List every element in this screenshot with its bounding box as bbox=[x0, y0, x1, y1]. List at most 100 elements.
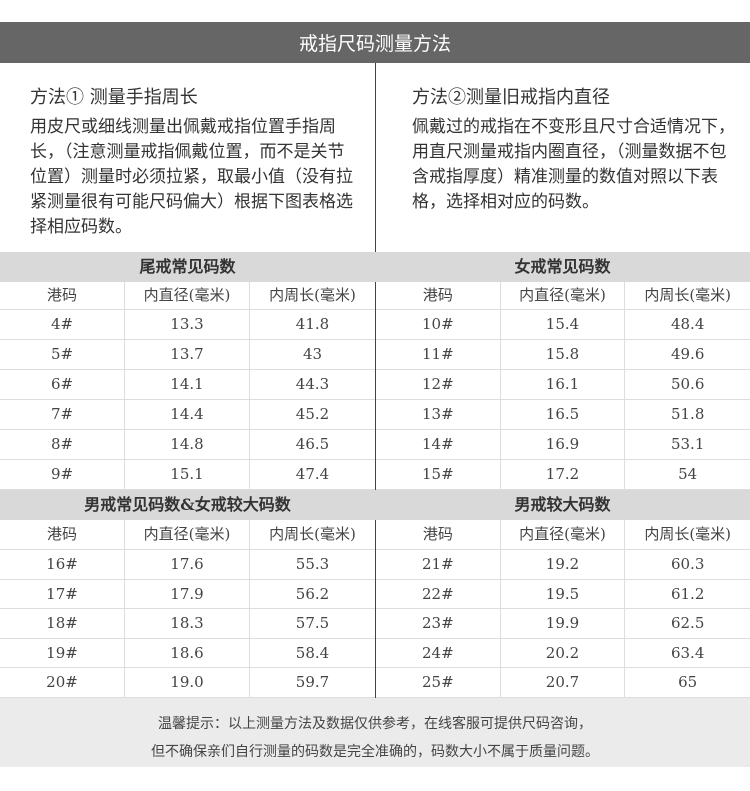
table-cell: 45.2 bbox=[295, 405, 330, 423]
table-row: 17# 17.9 56.2 bbox=[0, 579, 375, 610]
table-cell: 44.3 bbox=[295, 375, 330, 393]
table-title: 男戒常见码数&女戒较大码数 bbox=[84, 495, 291, 514]
header-row: 港码 内直径(毫米) 内周长(毫米) bbox=[376, 520, 750, 550]
table-cell: 56.2 bbox=[295, 584, 330, 603]
table-row: 22# 19.5 61.2 bbox=[376, 579, 750, 610]
methods-section: 方法① 测量手指周长 用皮尺或细线测量出佩戴戒指位置手指周长，（注意测量戒指佩戴… bbox=[0, 63, 750, 252]
table-row: 7# 14.4 45.2 bbox=[0, 400, 375, 430]
table-row: 24# 20.2 63.4 bbox=[376, 638, 750, 669]
table-cell: 18.3 bbox=[124, 609, 250, 638]
table-cell: 49.6 bbox=[670, 345, 705, 363]
table-cell: 53.1 bbox=[670, 435, 705, 453]
table-cell: 58.4 bbox=[295, 643, 330, 662]
table-row: 4# 13.3 41.8 bbox=[0, 310, 375, 340]
table-cell: 60.3 bbox=[670, 555, 705, 573]
table-cell: 41.8 bbox=[295, 315, 330, 333]
table-cell: 19.2 bbox=[499, 550, 626, 579]
column-header: 内直径(毫米) bbox=[124, 282, 250, 309]
table-cell: 19# bbox=[46, 643, 78, 662]
table-cell: 46.5 bbox=[295, 435, 330, 453]
table-cell: 47.4 bbox=[295, 465, 330, 483]
table-title: 尾戒常见码数 bbox=[139, 257, 236, 276]
table-row: 13# 16.5 51.8 bbox=[376, 400, 750, 430]
table-cell: 43 bbox=[302, 345, 323, 363]
table-cell: 18# bbox=[46, 614, 78, 633]
size-section-1: 尾戒常见码数 女戒常见码数 港码 内直径(毫米) 内周长(毫米) 4# 13.3 41.8 5… bbox=[0, 252, 750, 490]
footer-line-2: 但不确保亲们自行测量的码数是完全准确的，码数大小不属于质量问题。 bbox=[151, 744, 599, 760]
table-title: 男戒较大码数 bbox=[514, 495, 611, 514]
table-cell: 13.7 bbox=[124, 340, 250, 369]
table-cell: 15.1 bbox=[124, 460, 250, 489]
table-row: 8# 14.8 46.5 bbox=[0, 430, 375, 460]
table-row: 14# 16.9 53.1 bbox=[376, 430, 750, 460]
column-header: 内周长(毫米) bbox=[644, 525, 732, 543]
table-cell: 63.4 bbox=[670, 643, 705, 662]
table-row: 12# 16.1 50.6 bbox=[376, 370, 750, 400]
table-cell: 14# bbox=[422, 435, 454, 453]
table-cell: 9# bbox=[50, 465, 74, 483]
table-cell: 6# bbox=[50, 375, 74, 393]
table-cell: 51.8 bbox=[670, 405, 705, 423]
footer-note: 温馨提示：以上测量方法及数据仅供参考，在线客服可提供尺码咨询， 但不确保亲们自行… bbox=[0, 698, 750, 767]
table-cell: 22# bbox=[422, 584, 454, 603]
size-table: 港码 内直径(毫米) 内周长(毫米) 4# 13.3 41.8 5# 13.7 43 6# 14.1… bbox=[0, 282, 375, 490]
table-cell: 13.3 bbox=[124, 310, 250, 339]
table-title: 女戒常见码数 bbox=[514, 257, 611, 276]
column-header: 港码 bbox=[422, 525, 453, 543]
table-cell: 57.5 bbox=[295, 614, 330, 633]
size-table: 港码 内直径(毫米) 内周长(毫米) 21# 19.2 60.3 22# 19.5 61.2 23… bbox=[375, 520, 750, 698]
table-cell: 17.6 bbox=[124, 550, 250, 579]
table-row: 10# 15.4 48.4 bbox=[376, 310, 750, 340]
table-cell: 48.4 bbox=[670, 315, 705, 333]
table-cell: 50.6 bbox=[670, 375, 705, 393]
table-cell: 55.3 bbox=[295, 555, 330, 573]
table-cell: 14.8 bbox=[124, 430, 250, 459]
table-cell: 61.2 bbox=[670, 584, 705, 603]
table-row: 6# 14.1 44.3 bbox=[0, 370, 375, 400]
table-cell: 15# bbox=[422, 465, 454, 483]
table-row: 15# 17.2 54 bbox=[376, 460, 750, 490]
table-cell: 5# bbox=[50, 345, 74, 363]
table-cell: 59.7 bbox=[295, 673, 330, 692]
column-header: 港码 bbox=[422, 286, 453, 304]
table-cell: 23# bbox=[422, 614, 454, 633]
table-row: 18# 18.3 57.5 bbox=[0, 609, 375, 639]
table-cell: 19.0 bbox=[124, 668, 250, 697]
table-cell: 18.6 bbox=[124, 638, 250, 668]
method-1-text: 用皮尺或细线测量出佩戴戒指位置手指周长，（注意测量戒指佩戴位置，而不是关节位置）… bbox=[30, 117, 353, 237]
table-cell: 15.8 bbox=[499, 340, 626, 369]
table-row: 20# 19.0 59.7 bbox=[0, 668, 375, 698]
table-row: 25# 20.7 65 bbox=[376, 668, 750, 698]
table-cell: 17.9 bbox=[124, 579, 250, 609]
column-header: 内直径(毫米) bbox=[124, 520, 250, 549]
table-cell: 12# bbox=[422, 375, 454, 393]
page-title: 戒指尺码测量方法 bbox=[0, 22, 750, 63]
table-row: 9# 15.1 47.4 bbox=[0, 460, 375, 490]
table-row: 5# 13.7 43 bbox=[0, 340, 375, 370]
table-cell: 14.1 bbox=[124, 370, 250, 399]
method-1-heading: 方法① 测量手指周长 bbox=[30, 87, 198, 108]
column-header: 内周长(毫米) bbox=[269, 525, 356, 543]
header-row: 港码 内直径(毫米) 内周长(毫米) bbox=[376, 282, 750, 310]
size-table: 港码 内直径(毫米) 内周长(毫米) 16# 17.6 55.3 17# 17.9 56.2 18… bbox=[0, 520, 375, 698]
size-table: 港码 内直径(毫米) 内周长(毫米) 10# 15.4 48.4 11# 15.8 49.6 12… bbox=[375, 282, 750, 490]
table-cell: 13# bbox=[422, 405, 454, 423]
column-header: 内直径(毫米) bbox=[499, 282, 626, 309]
table-cell: 20.2 bbox=[499, 638, 626, 668]
table-cell: 4# bbox=[50, 315, 74, 333]
method-2-text: 佩戴过的戒指在不变形且尺寸合适情况下，用直尺测量戒指内圈直径，（测量数据不包含戒… bbox=[412, 117, 735, 212]
table-cell: 15.4 bbox=[499, 310, 626, 339]
table-cell: 25# bbox=[422, 673, 454, 692]
table-cell: 17# bbox=[46, 584, 78, 603]
table-row: 11# 15.8 49.6 bbox=[376, 340, 750, 370]
method-2: 方法②测量旧戒指内直径 佩戴过的戒指在不变形且尺寸合适情况下，用直尺测量戒指内圈… bbox=[375, 63, 750, 252]
column-header: 内周长(毫米) bbox=[269, 286, 356, 304]
table-cell: 19.5 bbox=[499, 579, 626, 609]
table-row: 19# 18.6 58.4 bbox=[0, 638, 375, 669]
table-cell: 20.7 bbox=[499, 668, 626, 697]
table-row: 23# 19.9 62.5 bbox=[376, 609, 750, 639]
column-header: 内直径(毫米) bbox=[499, 520, 626, 549]
table-cell: 54 bbox=[678, 465, 698, 483]
table-cell: 62.5 bbox=[670, 614, 705, 633]
table-cell: 11# bbox=[422, 345, 454, 363]
